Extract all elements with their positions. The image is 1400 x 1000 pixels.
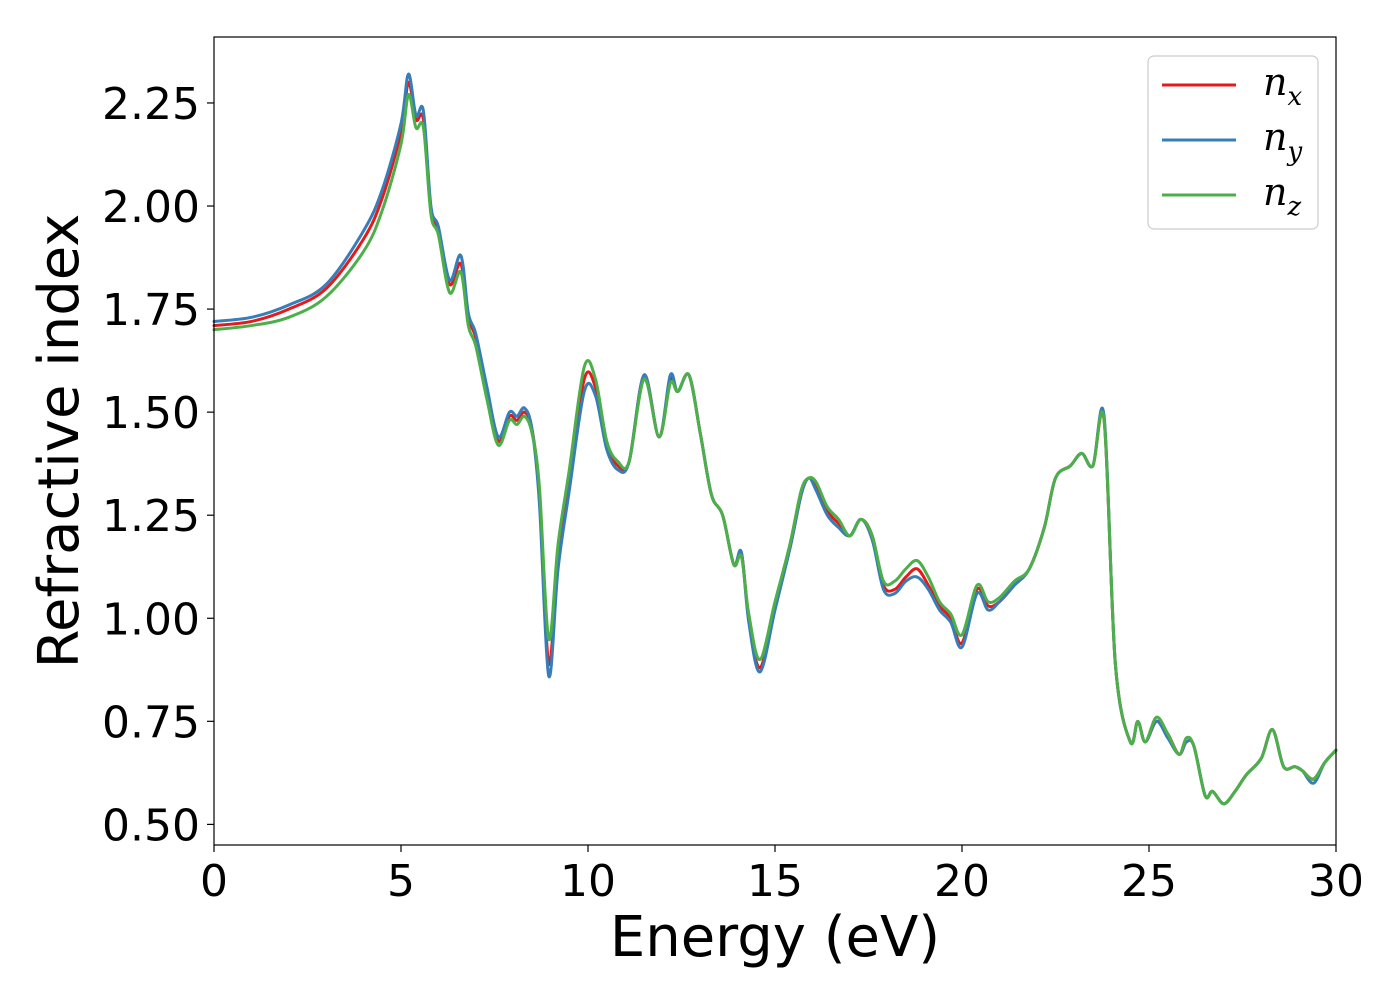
y-tick-label: 0.50 [102,800,200,851]
legend-label-x: nx [1263,60,1302,112]
x-tick-label: 5 [387,856,415,907]
y-axis-ticks: 0.50 0.75 1.00 1.25 1.50 1.75 2.00 2.25 [102,79,214,851]
legend-box [1147,55,1319,230]
y-tick-label: 1.25 [102,491,200,542]
y-tick-label: 2.25 [102,79,200,130]
y-tick-label: 0.75 [102,697,200,748]
y-tick-label: 1.00 [102,594,200,645]
x-tick-label: 20 [934,856,990,907]
x-tick-label: 0 [200,856,228,907]
x-axis-ticks: 0 5 10 15 20 25 30 [200,845,1364,907]
legend-label-y: ny [1263,115,1302,167]
y-axis-label: Refractive index [27,214,92,669]
y-tick-label: 2.00 [102,182,200,233]
y-tick-label: 1.50 [102,388,200,439]
x-tick-label: 10 [560,856,616,907]
series-line-n_z [212,93,1338,806]
y-tick-label: 1.75 [102,285,200,336]
x-tick-label: 25 [1121,856,1177,907]
plot-lines [212,72,1338,806]
x-tick-label: 30 [1308,856,1364,907]
legend-label-z: nz [1263,170,1301,222]
x-axis-label: Energy (eV) [610,905,940,970]
x-tick-label: 15 [747,856,803,907]
